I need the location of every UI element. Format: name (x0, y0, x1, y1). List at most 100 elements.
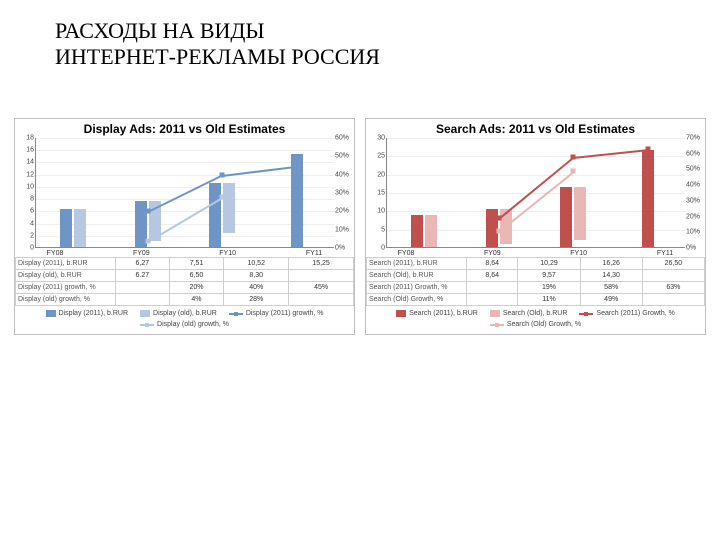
x-axis-label: FY11 (645, 250, 685, 257)
plot (386, 138, 685, 248)
bar-group (36, 209, 111, 247)
line-point (145, 238, 150, 243)
line-point (220, 194, 225, 199)
table-cell: 45% (289, 282, 354, 294)
table-cell: 15,25 (289, 258, 354, 270)
bar (642, 150, 654, 247)
yaxis-right-tick: 40% (686, 182, 700, 189)
legend-marker-icon (584, 312, 588, 316)
table-row-label: Display (old), b.RUR (16, 270, 116, 282)
legend-item: Display (2011), b.RUR (46, 310, 129, 317)
table-cell: 8,30 (224, 270, 289, 282)
x-axis-label: FY10 (559, 250, 599, 257)
bar (500, 209, 512, 244)
bar (223, 183, 235, 234)
yaxis-left-tick: 18 (26, 135, 34, 142)
table-cell: 6,50 (169, 270, 224, 282)
table-cell (116, 294, 170, 306)
legend-swatch-line (490, 324, 504, 326)
line-point (496, 216, 501, 221)
x-axis-labels: FY08FY09FY10FY11 (366, 248, 705, 257)
table-cell: 9,57 (518, 270, 580, 282)
table-row-label: Search (2011) Growth, % (367, 282, 467, 294)
search-ads-panel: Search Ads: 2011 vs Old Estimates0510152… (365, 118, 706, 335)
table-row-label: Search (2011), b.RUR (367, 258, 467, 270)
table-row-label: Search (Old) Growth, % (367, 294, 467, 306)
legend-item: Search (2011), b.RUR (396, 310, 478, 317)
charts-container: Display Ads: 2011 vs Old Estimates024681… (14, 118, 706, 335)
yaxis-right-tick: 20% (686, 213, 700, 220)
bar-group (387, 215, 462, 247)
table-cell (116, 282, 170, 294)
yaxis-left-tick: 8 (30, 196, 34, 203)
yaxis-right-tick: 30% (335, 190, 349, 197)
yaxis-right-tick: 60% (335, 135, 349, 142)
table-cell (642, 270, 704, 282)
table-cell: 28% (224, 294, 289, 306)
x-axis-labels: FY08FY09FY10FY11 (15, 248, 354, 257)
yaxis-left-tick: 25 (377, 153, 385, 160)
legend-label: Display (old) growth, % (157, 321, 229, 328)
bar-group (185, 183, 260, 247)
x-axis-label: FY11 (294, 250, 334, 257)
table-cell: 10,29 (518, 258, 580, 270)
x-axis-label: FY10 (208, 250, 248, 257)
panel-title: Search Ads: 2011 vs Old Estimates (366, 119, 705, 136)
data-table: Search (2011), b.RUR8,6410,2916,2626,50S… (366, 257, 705, 306)
plot-area: 0246810121416180%10%20%30%40%50%60% (15, 136, 354, 248)
legend-label: Search (2011), b.RUR (409, 310, 478, 317)
line-point (294, 163, 299, 168)
table-row: Display (2011) growth, %20%40%45% (16, 282, 354, 294)
legend-label: Display (2011) growth, % (246, 310, 324, 317)
bar (560, 187, 572, 247)
line-point (571, 169, 576, 174)
yaxis-left-tick: 0 (381, 245, 385, 252)
table-cell: 16,26 (580, 258, 642, 270)
yaxis-right-tick: 60% (686, 150, 700, 157)
bar (574, 187, 586, 239)
table-row: Display (old), b.RUR6.276,508,30 (16, 270, 354, 282)
legend-item: Search (Old) Growth, % (490, 321, 581, 328)
legend: Search (2011), b.RUR Search (Old), b.RUR S… (366, 306, 705, 334)
table-cell: 4% (169, 294, 224, 306)
legend-swatch-line (579, 313, 593, 315)
table-cell: 49% (580, 294, 642, 306)
bar-group (536, 187, 611, 247)
table-row: Search (Old) Growth, % 11%49% (367, 294, 705, 306)
yaxis-left-tick: 4 (30, 220, 34, 227)
table-cell: 63% (642, 282, 704, 294)
table-cell: 8,64 (467, 258, 518, 270)
yaxis-left-tick: 20 (377, 171, 385, 178)
display-ads-panel: Display Ads: 2011 vs Old Estimates024681… (14, 118, 355, 335)
table-row: Display (2011), b.RUR6,277,5110,5215,25 (16, 258, 354, 270)
table-cell: 10,52 (224, 258, 289, 270)
legend-marker-icon (495, 323, 499, 327)
line-point (496, 228, 501, 233)
legend-item: Search (Old), b.RUR (490, 310, 568, 317)
yaxis-right-tick: 30% (686, 197, 700, 204)
x-axis-label: FY08 (35, 250, 75, 257)
table-cell: 11% (518, 294, 580, 306)
table-row: Search (2011) Growth, %19%58%63% (367, 282, 705, 294)
table-cell: 19% (518, 282, 580, 294)
table-row: Search (2011), b.RUR8,6410,2916,2626,50 (367, 258, 705, 270)
yaxis-left-tick: 14 (26, 159, 34, 166)
table-cell (467, 294, 518, 306)
yaxis-left-tick: 15 (377, 190, 385, 197)
yaxis-left-tick: 5 (381, 226, 385, 233)
yaxis-right-tick: 50% (335, 153, 349, 160)
bar (209, 183, 221, 247)
table-cell (467, 282, 518, 294)
legend-label: Display (old), b.RUR (153, 310, 217, 317)
yaxis-right-tick: 20% (335, 208, 349, 215)
legend-item: Search (2011) Growth, % (579, 310, 674, 317)
yaxis-left-tick: 0 (30, 245, 34, 252)
legend-marker-icon (234, 312, 238, 316)
data-table: Display (2011), b.RUR6,277,5110,5215,25D… (15, 257, 354, 306)
legend-label: Search (Old), b.RUR (503, 310, 568, 317)
table-cell: 26,50 (642, 258, 704, 270)
table-cell: 8,64 (467, 270, 518, 282)
yaxis-left-tick: 30 (377, 135, 385, 142)
table-cell (642, 294, 704, 306)
legend-swatch-bar (140, 310, 150, 317)
